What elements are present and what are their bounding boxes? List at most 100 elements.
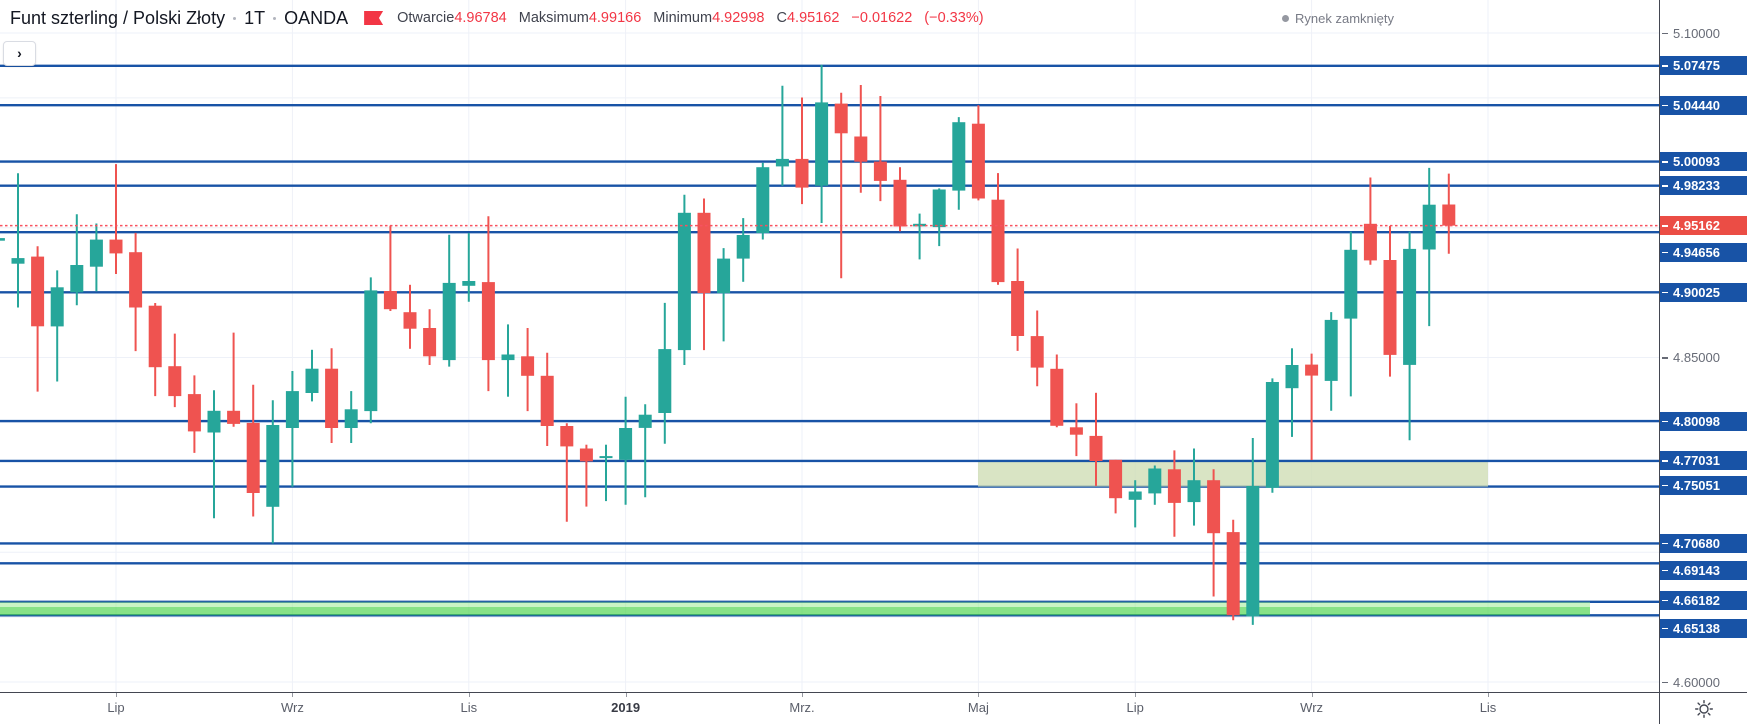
candle[interactable] bbox=[717, 248, 731, 342]
candle[interactable] bbox=[599, 444, 613, 502]
candle[interactable] bbox=[109, 164, 123, 274]
candle[interactable] bbox=[1207, 469, 1221, 597]
candle[interactable] bbox=[1305, 353, 1319, 460]
candle[interactable] bbox=[246, 384, 260, 517]
candle[interactable] bbox=[1187, 448, 1201, 526]
candle[interactable] bbox=[325, 348, 339, 443]
candle[interactable] bbox=[1265, 378, 1279, 493]
candle[interactable] bbox=[815, 64, 829, 223]
candle[interactable] bbox=[168, 333, 182, 408]
price-axis-label: 4.60000 bbox=[1660, 673, 1747, 692]
candle[interactable] bbox=[638, 404, 652, 498]
sun-icon bbox=[1694, 699, 1714, 718]
candle[interactable] bbox=[834, 92, 848, 279]
candle[interactable] bbox=[579, 444, 593, 507]
price-axis[interactable]: 5.10000 4.85000 4.60000 5.07475 5.04440 5.000… bbox=[1659, 0, 1747, 692]
market-status-text: Rynek zamknięty bbox=[1295, 11, 1394, 26]
candle[interactable] bbox=[31, 246, 45, 392]
candle[interactable] bbox=[932, 188, 946, 247]
candle[interactable] bbox=[736, 218, 750, 282]
candle[interactable] bbox=[952, 117, 966, 210]
candle[interactable] bbox=[540, 352, 554, 446]
candle[interactable] bbox=[1324, 312, 1338, 411]
candle[interactable] bbox=[1011, 248, 1025, 351]
candle[interactable] bbox=[854, 85, 868, 193]
candle[interactable] bbox=[266, 400, 280, 544]
price-axis-label: 4.85000 bbox=[1660, 348, 1747, 367]
candle[interactable] bbox=[481, 216, 495, 392]
time-axis[interactable]: Lip Wrz Lis 2019 Mrz. Maj Lip Wrz Lis bbox=[0, 692, 1659, 724]
candle[interactable] bbox=[148, 303, 162, 397]
candle[interactable] bbox=[971, 105, 985, 201]
chevron-right-icon[interactable]: › bbox=[3, 41, 36, 66]
chart-pane[interactable]: Funt szterling / Polski Złoty 1T OANDA O… bbox=[0, 0, 1659, 692]
symbol-title[interactable]: Funt szterling / Polski Złoty bbox=[10, 7, 226, 28]
candle[interactable] bbox=[658, 302, 672, 444]
candlestick-chart-canvas[interactable] bbox=[0, 0, 1659, 692]
time-axis-tick bbox=[292, 693, 294, 697]
candle[interactable] bbox=[893, 167, 907, 232]
candle[interactable] bbox=[775, 85, 789, 186]
candle[interactable] bbox=[1069, 403, 1083, 457]
separator-dot-icon bbox=[233, 16, 237, 20]
candle[interactable] bbox=[0, 236, 5, 246]
demand-zone-upper[interactable] bbox=[0, 601, 1590, 607]
candle[interactable] bbox=[1246, 438, 1260, 625]
candle[interactable] bbox=[619, 396, 633, 505]
candle[interactable] bbox=[756, 162, 770, 240]
candle[interactable] bbox=[1442, 173, 1456, 254]
time-axis-tick bbox=[116, 693, 117, 697]
candle[interactable] bbox=[1285, 348, 1299, 437]
candle[interactable] bbox=[1167, 450, 1181, 537]
candle[interactable] bbox=[207, 390, 221, 519]
candle[interactable] bbox=[129, 232, 143, 352]
candle[interactable] bbox=[1363, 177, 1377, 265]
candle[interactable] bbox=[1030, 310, 1044, 387]
axis-settings-button[interactable] bbox=[1659, 692, 1747, 724]
candle[interactable] bbox=[1383, 225, 1397, 377]
candle[interactable] bbox=[50, 270, 64, 382]
candle[interactable] bbox=[1128, 480, 1142, 528]
candle[interactable] bbox=[1089, 392, 1103, 486]
demand-zone-lower[interactable] bbox=[0, 607, 1590, 616]
price-flag-icon[interactable] bbox=[364, 11, 384, 25]
candle[interactable] bbox=[423, 309, 437, 365]
candle[interactable] bbox=[873, 96, 887, 202]
candle[interactable] bbox=[677, 194, 691, 365]
candle[interactable] bbox=[305, 349, 319, 402]
candle[interactable] bbox=[1403, 231, 1417, 441]
candle[interactable] bbox=[344, 391, 358, 443]
candle[interactable] bbox=[442, 234, 456, 367]
change-percent: (−0.33%) bbox=[924, 10, 984, 26]
candle[interactable] bbox=[1148, 465, 1162, 505]
candle[interactable] bbox=[991, 173, 1005, 285]
candle[interactable] bbox=[697, 198, 711, 351]
interval-label[interactable]: 1T bbox=[244, 7, 266, 28]
candle[interactable] bbox=[364, 277, 378, 424]
candle[interactable] bbox=[1109, 459, 1123, 514]
candle[interactable] bbox=[403, 284, 417, 349]
candle[interactable] bbox=[1422, 167, 1436, 327]
candle[interactable] bbox=[89, 223, 103, 292]
candle[interactable] bbox=[187, 375, 201, 453]
candle[interactable] bbox=[795, 97, 809, 205]
candle[interactable] bbox=[383, 225, 397, 311]
separator-dot-icon bbox=[273, 16, 277, 20]
candle[interactable] bbox=[285, 371, 299, 487]
candle[interactable] bbox=[11, 173, 25, 308]
ohlc-legend: Otwarcie4.96784 Maksimum4.99166 Minimum4… bbox=[397, 10, 983, 26]
candle[interactable] bbox=[501, 324, 515, 397]
candle[interactable] bbox=[70, 214, 84, 306]
candle[interactable] bbox=[227, 332, 241, 427]
candle[interactable] bbox=[1344, 231, 1358, 397]
supply-zone[interactable] bbox=[978, 460, 1488, 487]
candle[interactable] bbox=[913, 213, 927, 260]
exchange-label[interactable]: OANDA bbox=[284, 7, 349, 28]
price-level-tag: 4.90025 bbox=[1660, 282, 1747, 302]
candle[interactable] bbox=[462, 233, 476, 302]
candle[interactable] bbox=[560, 423, 574, 522]
candle[interactable] bbox=[1226, 519, 1240, 621]
candle[interactable] bbox=[521, 328, 535, 412]
candle[interactable] bbox=[1050, 354, 1064, 428]
time-axis-tick bbox=[978, 693, 980, 697]
